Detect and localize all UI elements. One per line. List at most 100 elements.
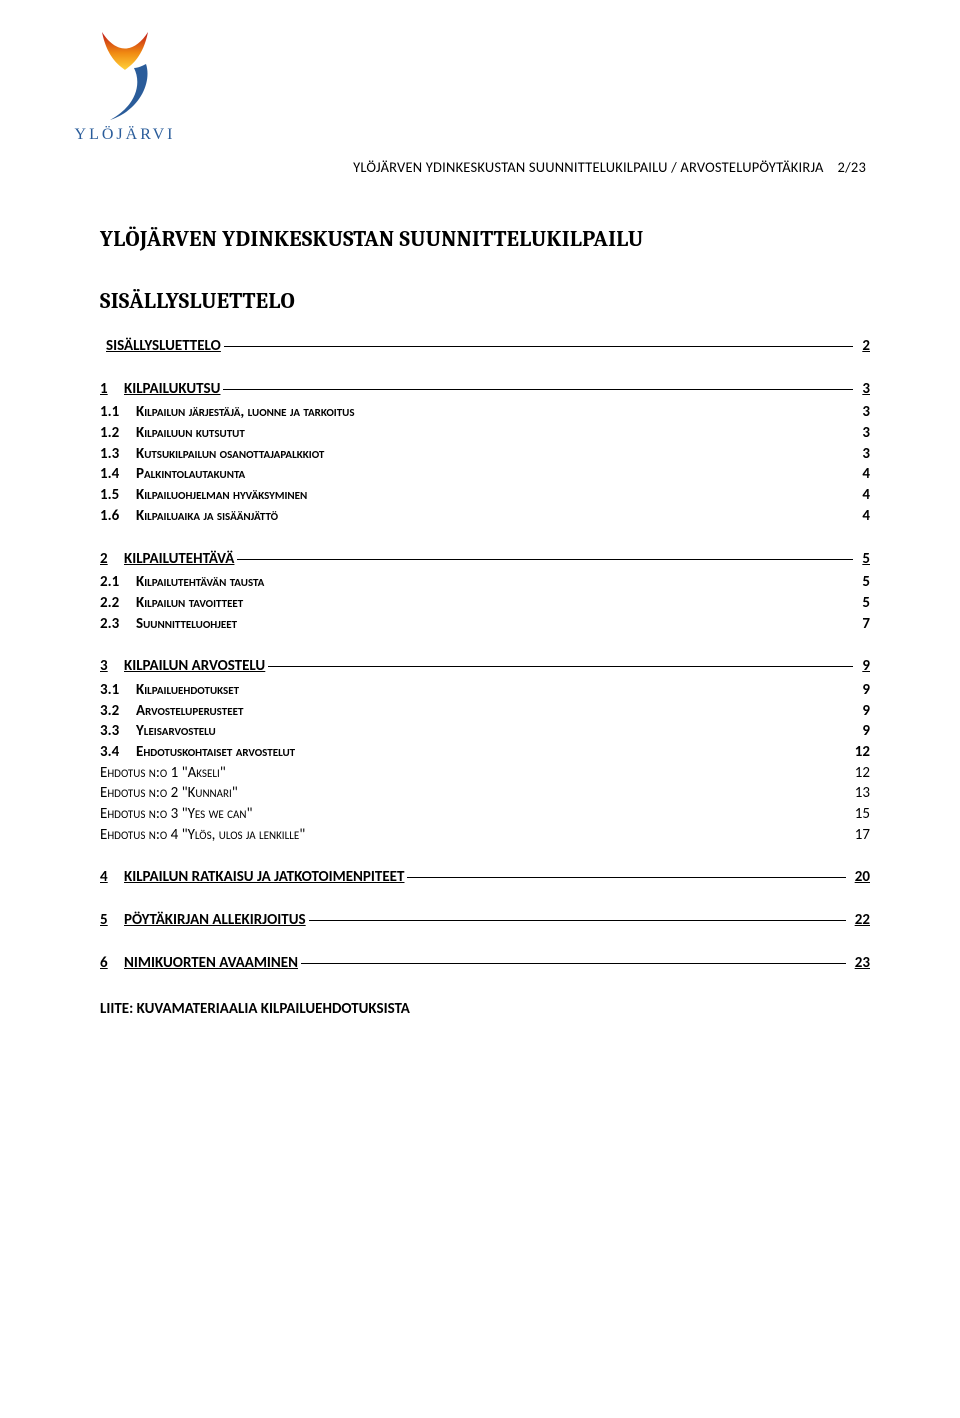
toc-entry-page: 7	[856, 614, 870, 635]
toc-entry-page: 4	[856, 506, 870, 527]
toc-entry: 1.4Palkintolautakunta 4	[100, 464, 870, 485]
toc-entry: 3.2Arvosteluperusteet 9	[100, 701, 870, 722]
toc-entry-page: 4	[856, 464, 870, 485]
logo-graphic	[86, 28, 164, 124]
toc-entry-number: 1.3	[100, 444, 130, 465]
toc-entry-page: 20	[849, 867, 870, 888]
running-header-page: 2/23	[838, 158, 866, 176]
toc-entry-label: Suunnitteluohjeet	[130, 614, 237, 635]
toc-entry: 2.2Kilpailun tavoitteet 5	[100, 593, 870, 614]
toc-entry-number: 1.6	[100, 506, 130, 527]
toc-entry-page: 3	[856, 423, 870, 444]
toc-entry-number: 3.4	[100, 742, 130, 763]
toc-entry-label: Ehdotus n:o 2 "Kunnari"	[100, 783, 238, 804]
toc-entry-page: 3	[856, 402, 870, 423]
toc-heading: SISÄLLYSLUETTELO	[100, 288, 870, 314]
toc-entry: 3.4Ehdotuskohtaiset arvostelut 12	[100, 742, 870, 763]
toc-entry-label: Kutsukilpailun osanottajapalkkiot	[130, 444, 324, 465]
toc-entry: 3KILPAILUN ARVOSTELU 9	[100, 656, 870, 677]
toc-entry-page: 15	[849, 804, 870, 825]
toc-entry: 1.6Kilpailuaika ja sisäänjättö 4	[100, 506, 870, 527]
toc-entry: 5PÖYTÄKIRJAN ALLEKIRJOITUS22	[100, 910, 870, 931]
toc-entry: Ehdotus n:o 1 "Akseli"12	[100, 763, 870, 784]
toc-entry-page: 13	[849, 783, 870, 804]
toc-entry-label: SISÄLLYSLUETTELO	[100, 336, 221, 357]
toc-entry-number: 1	[100, 379, 118, 400]
toc-entry: 1.2Kilpailuun kutsutut 3	[100, 423, 870, 444]
toc-entry-page: 9	[856, 680, 870, 701]
toc-entry-label: KILPAILUTEHTÄVÄ	[118, 549, 234, 570]
toc-entry: 1.3Kutsukilpailun osanottajapalkkiot 3	[100, 444, 870, 465]
toc-entry-page: 2	[856, 336, 870, 357]
toc-entry: 6NIMIKUORTEN AVAAMINEN 23	[100, 953, 870, 974]
toc-entry-leader	[309, 920, 846, 921]
toc-entry-label: Ehdotus n:o 4 "Ylös, ulos ja lenkille"	[100, 825, 305, 846]
toc-entry-page: 9	[856, 721, 870, 742]
toc-entry-number: 2.2	[100, 593, 130, 614]
toc-entry-label: Ehdotuskohtaiset arvostelut	[130, 742, 295, 763]
toc-entry-leader	[223, 389, 853, 390]
toc-entry-number: 1.2	[100, 423, 130, 444]
toc-entry: 1.1Kilpailun järjestäjä, luonne ja tarko…	[100, 402, 870, 423]
toc-entry-label: Kilpailuun kutsutut	[130, 423, 245, 444]
toc-entry-leader	[224, 346, 854, 347]
toc-entry-label: Kilpailuohjelman hyväksyminen	[130, 485, 307, 506]
logo-text: YLÖJÄRVI	[70, 126, 180, 144]
toc-entry: 2.1Kilpailutehtävän tausta 5	[100, 572, 870, 593]
toc-entry-number: 3	[100, 656, 118, 677]
toc-entry-number: 2	[100, 549, 118, 570]
toc-entry-label: Yleisarvostelu	[130, 721, 216, 742]
toc-entry-number: 1.5	[100, 485, 130, 506]
toc-entry-label: Palkintolautakunta	[130, 464, 245, 485]
toc-entry: Ehdotus n:o 4 "Ylös, ulos ja lenkille" 17	[100, 825, 870, 846]
toc-entry-number: 6	[100, 953, 118, 974]
toc-entry-leader	[301, 963, 846, 964]
toc-entry: Ehdotus n:o 2 "Kunnari" 13	[100, 783, 870, 804]
running-header-title: YLÖJÄRVEN YDINKESKUSTAN SUUNNITTELUKILPA…	[353, 158, 823, 176]
toc-entry-label: Kilpailun tavoitteet	[130, 593, 243, 614]
toc-entry-label: PÖYTÄKIRJAN ALLEKIRJOITUS	[118, 910, 306, 931]
toc-entry-page: 5	[856, 549, 870, 570]
toc-entry: SISÄLLYSLUETTELO 2	[100, 336, 870, 357]
toc-entry-page: 12	[849, 742, 870, 763]
toc-entry-number: 4	[100, 867, 118, 888]
logo: YLÖJÄRVI	[70, 28, 180, 144]
toc-entry-label: Kilpailuaika ja sisäänjättö	[130, 506, 278, 527]
toc-entry: 4KILPAILUN RATKAISU JA JATKOTOIMENPITEET…	[100, 867, 870, 888]
toc-entry: 1.5Kilpailuohjelman hyväksyminen 4	[100, 485, 870, 506]
toc-entry-number: 1.4	[100, 464, 130, 485]
toc-entry: 3.3Yleisarvostelu 9	[100, 721, 870, 742]
toc-entry-page: 4	[856, 485, 870, 506]
toc-entry: 2.3Suunnitteluohjeet 7	[100, 614, 870, 635]
toc-entry-label: KILPAILUKUTSU	[118, 379, 220, 400]
document-main-title: YLÖJÄRVEN YDINKESKUSTAN SUUNNITTELUKILPA…	[100, 226, 870, 252]
toc-entry: 1KILPAILUKUTSU 3	[100, 379, 870, 400]
page-body: YLÖJÄRVEN YDINKESKUSTAN SUUNNITTELUKILPA…	[0, 0, 960, 1058]
toc-entry-number: 3.1	[100, 680, 130, 701]
toc-entry-label: Kilpailutehtävän tausta	[130, 572, 264, 593]
toc-entry-leader	[268, 666, 853, 667]
toc-entry: 2KILPAILUTEHTÄVÄ 5	[100, 549, 870, 570]
toc-entry-page: 3	[856, 444, 870, 465]
running-header: YLÖJÄRVEN YDINKESKUSTAN SUUNNITTELUKILPA…	[100, 158, 870, 176]
toc-entry-number: 3.2	[100, 701, 130, 722]
toc-entry: 3.1Kilpailuehdotukset 9	[100, 680, 870, 701]
toc-entry-page: 23	[849, 953, 870, 974]
toc-entry-number: 3.3	[100, 721, 130, 742]
toc-entry-page: 9	[856, 656, 870, 677]
toc-entry-label: Ehdotus n:o 3 "Yes we can"	[100, 804, 253, 825]
toc-entry-label: Arvosteluperusteet	[130, 701, 243, 722]
toc-entry-number: 2.1	[100, 572, 130, 593]
toc-entry-number: 2.3	[100, 614, 130, 635]
toc-entry-page: 5	[856, 593, 870, 614]
toc-entry-page: 3	[856, 379, 870, 400]
toc-entry-label: KILPAILUN ARVOSTELU	[118, 656, 265, 677]
toc-entry-number: 5	[100, 910, 118, 931]
toc-entry-label: NIMIKUORTEN AVAAMINEN	[118, 953, 298, 974]
toc-entry-page: 5	[856, 572, 870, 593]
toc-entry-number: 1.1	[100, 402, 130, 423]
toc-entry-page: 9	[856, 701, 870, 722]
toc-entry-label: Kilpailuehdotukset	[130, 680, 239, 701]
toc-entry-label: Kilpailun järjestäjä, luonne ja tarkoitu…	[130, 402, 355, 423]
toc-entry-page: 17	[849, 825, 870, 846]
